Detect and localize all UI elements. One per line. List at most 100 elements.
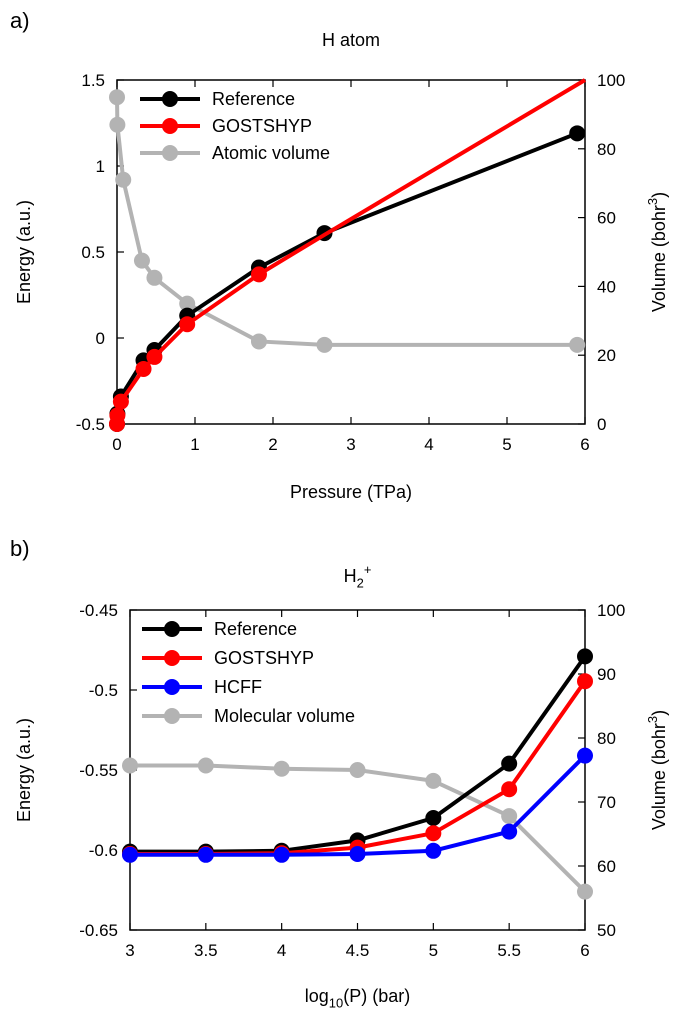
- legend-marker: [164, 679, 180, 695]
- y-right-tick-label: 50: [597, 921, 616, 940]
- legend-label: Reference: [214, 619, 297, 639]
- legend-label: GOSTSHYP: [212, 116, 312, 136]
- data-point: [577, 673, 593, 690]
- y-left-tick-label: 0.5: [81, 243, 105, 262]
- legend-label: HCFF: [214, 677, 262, 697]
- data-point: [109, 407, 126, 424]
- x-tick-label: 6: [580, 435, 589, 454]
- x-tick-label: 0: [112, 435, 121, 454]
- y-right-tick-label: 60: [597, 857, 616, 876]
- data-point: [273, 760, 290, 777]
- y-right-tick-label: 70: [597, 793, 616, 812]
- series-line: [130, 763, 587, 894]
- legend-marker: [162, 91, 178, 107]
- data-point: [569, 125, 586, 142]
- data-point: [122, 846, 138, 863]
- series-atomic-volume: [109, 89, 586, 353]
- y-right-tick-label: 40: [597, 277, 616, 296]
- chart-panel-a: a) H atom 0 1 2 3 4 5 6 -0.5 0 0.5 1 1.5 0 20 40 60 80 100 P…: [10, 8, 669, 502]
- plot-frame: [116, 79, 586, 425]
- data-point: [179, 295, 196, 312]
- legend-marker: [164, 621, 180, 637]
- y-left-tick-label: -0.45: [79, 601, 118, 620]
- data-point: [115, 171, 132, 188]
- x-tick-label: 2: [268, 435, 277, 454]
- x-tick-label: 5.5: [497, 941, 521, 960]
- y-left-tick-label: 0: [96, 329, 105, 348]
- x-tick-label: 5: [429, 941, 438, 960]
- data-point: [109, 89, 125, 106]
- y-right-axis-label: Volume (bohr3): [645, 192, 669, 312]
- y-right-tick-label: 20: [597, 346, 616, 365]
- y-right-tick-label: 90: [597, 665, 616, 684]
- y-right-tick-label: 80: [597, 729, 616, 748]
- series-hcff: [122, 747, 593, 863]
- data-point: [501, 823, 518, 840]
- series-line: [115, 131, 578, 425]
- y-left-tick-label: -0.6: [89, 841, 118, 860]
- series-gostshyp: [109, 78, 587, 432]
- data-point: [250, 333, 267, 350]
- data-point: [569, 336, 586, 353]
- legend-label: Reference: [212, 89, 295, 109]
- legend-marker: [162, 118, 178, 134]
- legend: Reference GOSTSHYP HCFF Molecular volume: [142, 619, 355, 726]
- data-point: [501, 781, 518, 798]
- data-point: [425, 772, 442, 789]
- x-tick-label: 6: [580, 941, 589, 960]
- data-point: [425, 825, 442, 842]
- y-right-tick-label: 60: [597, 209, 616, 228]
- x-tick-label: 3.5: [194, 941, 218, 960]
- data-point: [179, 316, 196, 333]
- data-point: [577, 648, 593, 665]
- chart-panel-b: b) H2+ 3 3.5 4 4.5 5 5.5 6 -0.65 -0.6 -0.55 -0.5 -0.4…: [10, 536, 669, 1010]
- legend: Reference GOSTSHYP Atomic volume: [140, 89, 330, 163]
- y-right-tick-label: 100: [597, 601, 625, 620]
- data-point: [122, 757, 138, 774]
- panel-label: b): [10, 536, 30, 561]
- data-point: [349, 846, 366, 862]
- data-point: [501, 755, 518, 772]
- panel-label: a): [10, 8, 30, 33]
- data-point: [197, 757, 214, 774]
- legend-label: Atomic volume: [212, 143, 330, 163]
- data-point: [146, 269, 163, 286]
- x-tick-label: 5: [502, 435, 511, 454]
- x-tick-label: 4: [277, 941, 286, 960]
- y-left-tick-label: 1.5: [81, 71, 105, 90]
- y-left-axis-label: Energy (a.u.): [14, 718, 34, 822]
- y-left-tick-label: -0.5: [76, 415, 105, 434]
- data-point: [501, 808, 518, 825]
- chart-title: H atom: [322, 30, 380, 50]
- data-point: [112, 393, 129, 410]
- series-line: [115, 78, 587, 425]
- legend-label: GOSTSHYP: [214, 648, 314, 668]
- data-point: [135, 360, 152, 377]
- y-left-tick-label: 1: [96, 157, 105, 176]
- data-point: [146, 348, 163, 365]
- y-right-tick-label: 0: [597, 415, 606, 434]
- legend-marker: [164, 650, 180, 666]
- data-point: [577, 747, 593, 764]
- y-left-tick-label: -0.5: [89, 681, 118, 700]
- x-tick-label: 3: [125, 941, 134, 960]
- y-left-tick-label: -0.55: [79, 761, 118, 780]
- data-point: [250, 266, 267, 283]
- x-tick-label: 4: [424, 435, 433, 454]
- data-point: [133, 252, 150, 269]
- data-point: [577, 883, 593, 900]
- legend-marker: [162, 145, 178, 161]
- x-axis-label: Pressure (TPa): [290, 482, 412, 502]
- x-tick-label: 3: [346, 435, 355, 454]
- y-right-tick-label: 100: [597, 71, 625, 90]
- data-point: [197, 846, 214, 863]
- x-axis-label: log10(P) (bar): [305, 986, 410, 1010]
- data-point: [425, 810, 442, 826]
- data-point: [316, 336, 333, 353]
- data-point: [109, 116, 126, 133]
- x-tick-label: 1: [190, 435, 199, 454]
- y-left-tick-label: -0.65: [79, 921, 118, 940]
- chart-title: H2+: [344, 562, 372, 591]
